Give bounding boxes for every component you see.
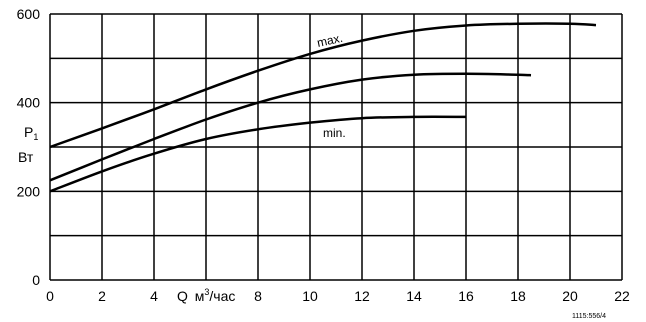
x-tick-label: 22 [614,288,630,304]
x-axis-label: Q м3/час [172,284,246,306]
grid [49,13,623,281]
series-label-min: min. [323,126,346,140]
x-tick-label: 12 [354,288,370,304]
y-tick-label: 400 [17,95,41,111]
y-axis-label-p: P [24,124,33,140]
y-axis-label-unit: Вт [18,149,34,165]
y-axis-label: P1 Вт [18,124,38,165]
x-tick-label: 8 [254,288,262,304]
x-tick-label: 18 [510,288,526,304]
svg-text:P1: P1 [24,124,38,142]
y-axis-label-subscript: 1 [33,132,38,142]
series-line-1 [49,22,597,149]
y-tick-label: 200 [17,183,41,199]
x-tick-label: 2 [98,288,106,304]
x-tick-label: 0 [46,288,54,304]
x-tick-label: 10 [302,288,318,304]
x-tick-label: 20 [562,288,578,304]
x-tick-label: 14 [406,288,422,304]
series-line-3 [49,115,467,193]
series-lines [49,22,597,193]
x-axis-label-unit-prefix: м [195,288,205,304]
x-tick-label: 4 [150,288,158,304]
series-label-max: max. [316,31,344,50]
svg-text:Q м3/час: Q м3/час [177,287,235,304]
x-axis-label-q: Q [177,288,188,304]
x-tick-label: 16 [458,288,474,304]
figure-reference: 1115:556/4 [572,313,606,320]
x-axis-label-bg [172,284,246,306]
y-tick-label: 600 [17,6,41,22]
x-axis-label-unit-suffix: /час [209,288,235,304]
y-tick-label: 0 [32,272,40,288]
series-line-2 [49,72,532,182]
x-axis-label-unit-sup: 3 [204,287,209,297]
